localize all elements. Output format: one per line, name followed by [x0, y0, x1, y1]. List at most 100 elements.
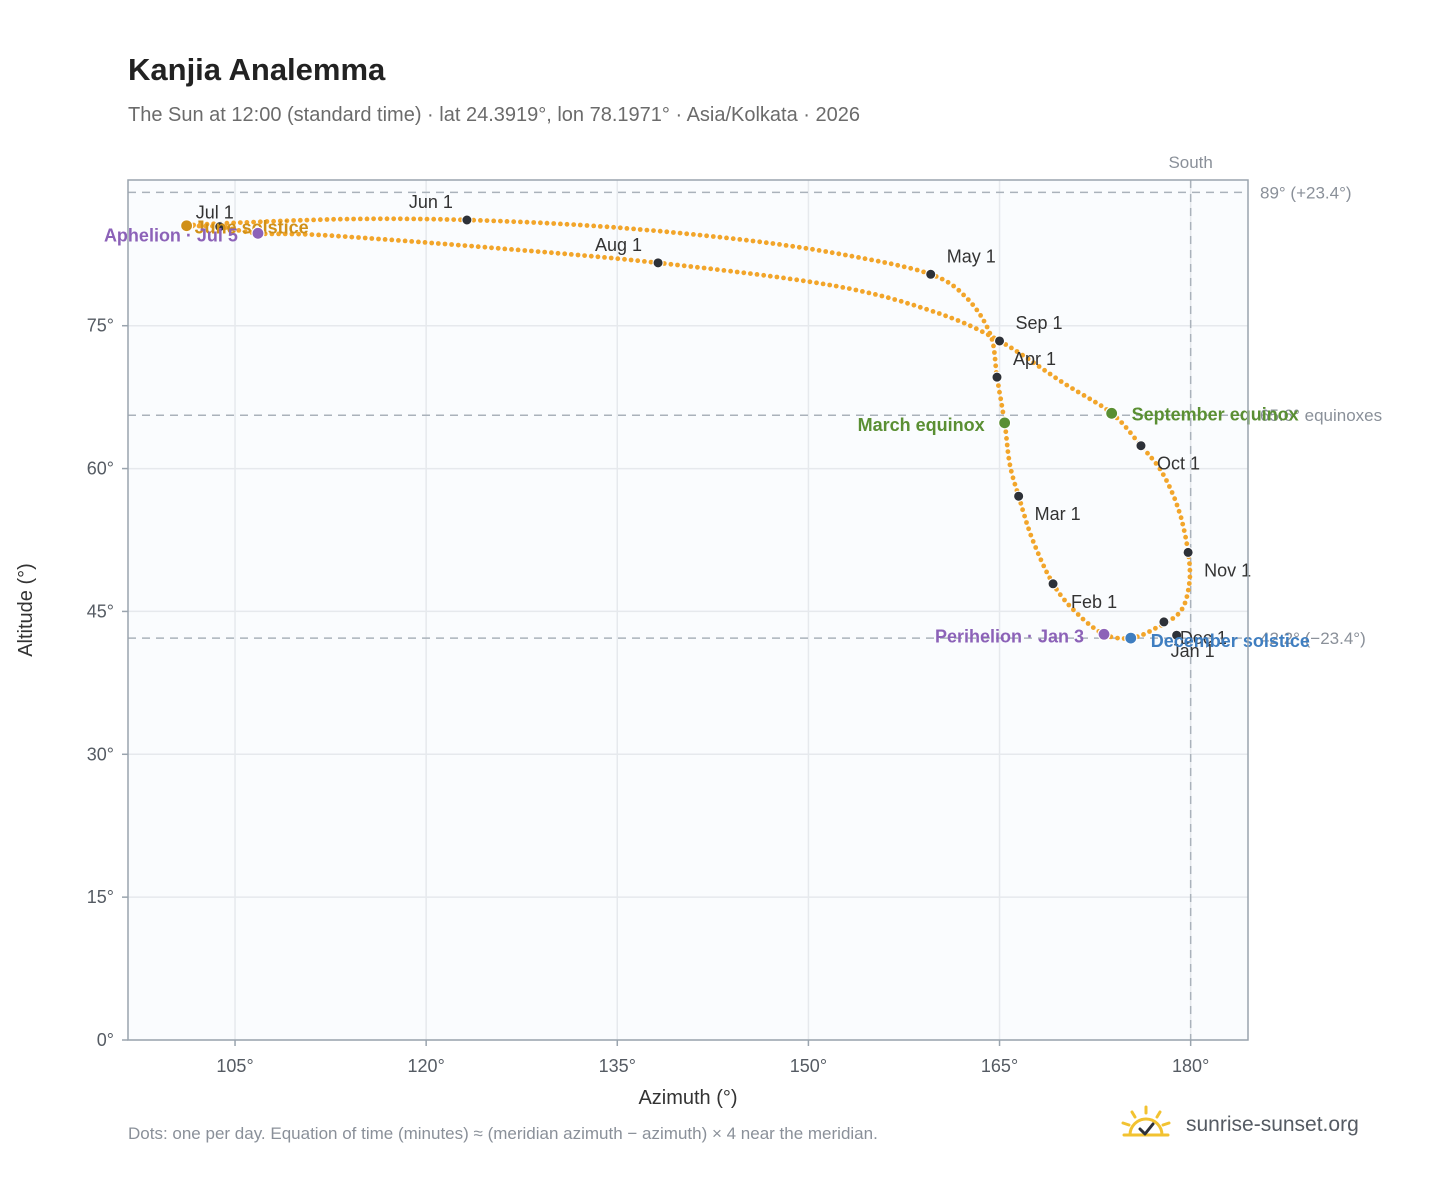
- daily-sun-dot: [1044, 569, 1049, 575]
- daily-sun-dot: [1004, 436, 1009, 441]
- daily-sun-dot: [336, 233, 341, 239]
- daily-sun-dot: [1178, 515, 1184, 521]
- daily-sun-dot: [591, 223, 597, 229]
- daily-sun-dot: [577, 222, 583, 228]
- event-june-solstice: June solstice: [180, 218, 309, 238]
- brand-logo[interactable]: sunrise-sunset.org: [1120, 1100, 1359, 1150]
- daily-sun-dot: [836, 251, 842, 257]
- daily-sun-dot: [1020, 352, 1025, 358]
- x-tick-label: 105°: [216, 1056, 253, 1076]
- daily-sun-dot: [908, 265, 914, 271]
- month-marker-nov-1: Nov 1: [1182, 546, 1251, 580]
- x-axis-label: Azimuth (°): [638, 1087, 737, 1109]
- daily-sun-dot: [664, 229, 670, 235]
- daily-sun-dot: [475, 244, 481, 250]
- x-tick-label: 150°: [790, 1056, 827, 1076]
- daily-sun-dot: [999, 402, 1005, 408]
- daily-sun-dot: [535, 249, 541, 255]
- daily-sun-dot: [730, 236, 736, 242]
- daily-sun-dot: [997, 389, 1002, 395]
- daily-sun-dot: [710, 234, 716, 239]
- footnote: Dots: one per day. Equation of time (min…: [128, 1124, 878, 1143]
- daily-sun-dot: [790, 243, 796, 249]
- daily-sun-dot: [444, 217, 450, 222]
- month-marker-dec-1: Dec 1: [1158, 616, 1227, 648]
- daily-sun-dot: [1184, 594, 1190, 599]
- daily-sun-dot: [524, 219, 530, 225]
- month-label: Mar 1: [1035, 504, 1081, 524]
- daily-sun-dot: [257, 219, 263, 225]
- daily-sun-dot: [1141, 632, 1146, 637]
- daily-sun-dot: [949, 315, 955, 321]
- daily-sun-dot: [1093, 399, 1098, 405]
- daily-sun-dot: [1145, 450, 1150, 456]
- daily-sun-dot: [675, 262, 680, 268]
- y-tick-label: 75°: [87, 316, 114, 336]
- daily-sun-dot: [1000, 409, 1006, 415]
- month-markers: Jan 1 Feb 1 Mar 1 Apr 1 May 1 Jun 1 Jul 1 Aug 1…: [196, 192, 1251, 661]
- daily-sun-dot: [382, 237, 388, 242]
- daily-sun-dot: [397, 216, 403, 222]
- daily-sun-dot: [1066, 602, 1072, 608]
- daily-sun-dot: [1020, 507, 1025, 513]
- daily-sun-dot: [356, 235, 361, 240]
- daily-sun-dot: [331, 216, 336, 222]
- daily-sun-dot: [562, 251, 568, 257]
- daily-sun-dot: [391, 216, 397, 222]
- event-dot: [1097, 627, 1111, 641]
- daily-sun-dot: [717, 234, 723, 240]
- daily-sun-dot: [688, 264, 694, 269]
- daily-sun-dot: [827, 282, 833, 288]
- daily-sun-dot: [351, 216, 356, 222]
- daily-sun-dot: [324, 217, 330, 222]
- daily-sun-dot: [924, 306, 929, 312]
- daily-sun-dot: [1010, 475, 1016, 481]
- daily-sun-dot: [1018, 500, 1024, 506]
- event-dot: [1105, 406, 1119, 420]
- month-label: Jul 1: [196, 203, 234, 223]
- month-marker-may-1: May 1: [925, 246, 996, 280]
- daily-sun-dot: [1160, 472, 1166, 477]
- daily-sun-dot: [875, 258, 881, 264]
- daily-sun-dot: [967, 323, 973, 329]
- daily-sun-dot: [284, 218, 290, 224]
- daily-sun-dot: [522, 248, 528, 253]
- daily-sun-dot: [1075, 612, 1081, 617]
- daily-sun-dot: [608, 255, 614, 261]
- daily-sun-dot: [1157, 466, 1163, 472]
- daily-sun-dot: [644, 227, 650, 233]
- brand-name: sunrise-sunset.org: [1186, 1113, 1359, 1136]
- daily-sun-dot: [1053, 375, 1058, 381]
- daily-sun-dot: [866, 290, 872, 296]
- month-label: Aug 1: [595, 235, 642, 255]
- daily-sun-dot: [484, 218, 490, 224]
- daily-sun-dot: [462, 243, 468, 249]
- daily-sun-dot: [993, 363, 999, 369]
- daily-sun-dot: [449, 242, 454, 247]
- daily-sun-dot: [1087, 396, 1093, 402]
- daily-sun-dot: [231, 220, 237, 226]
- daily-sun-dot: [277, 218, 283, 224]
- month-label: Feb 1: [1071, 592, 1117, 612]
- month-label: May 1: [947, 246, 996, 266]
- daily-sun-dot: [1070, 386, 1075, 391]
- month-marker-aug-1: Aug 1: [595, 235, 664, 269]
- sun-check-icon: [1121, 1105, 1171, 1137]
- daily-sun-dot: [1187, 574, 1193, 580]
- daily-sun-dot: [1028, 532, 1034, 538]
- daily-sun-dot: [833, 283, 839, 289]
- daily-sun-dot: [1179, 606, 1185, 612]
- daily-sun-dot: [491, 218, 497, 224]
- daily-sun-dot: [411, 216, 417, 222]
- daily-sun-dot: [237, 220, 243, 226]
- daily-sun-dot: [544, 220, 550, 226]
- daily-sun-dot: [531, 220, 537, 225]
- daily-sun-dot: [1182, 600, 1188, 606]
- daily-sun-dot: [728, 268, 733, 274]
- daily-sun-dot: [981, 318, 987, 324]
- daily-sun-dot: [810, 246, 815, 252]
- month-marker-sep-1: Sep 1: [994, 313, 1063, 347]
- daily-sun-dot: [438, 216, 443, 222]
- month-dot: [1013, 490, 1025, 502]
- daily-sun-dot: [631, 226, 636, 232]
